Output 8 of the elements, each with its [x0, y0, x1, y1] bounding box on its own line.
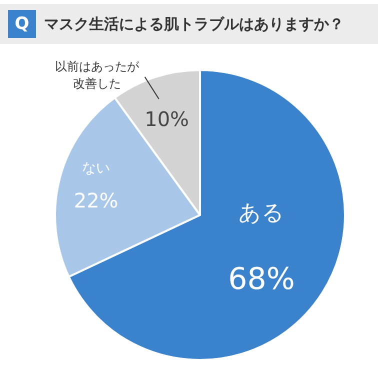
slice-label: 以前はあったが改善した: [54, 59, 140, 90]
slice-label: ある: [238, 201, 285, 226]
text: Q: [14, 14, 30, 34]
data-label: 68%: [228, 262, 295, 298]
slice-label: ない: [82, 160, 110, 176]
chart-title: マスク生活による肌トラブルはありますか？: [44, 15, 344, 33]
data-label: 10%: [144, 106, 190, 131]
data-label: 22%: [74, 188, 118, 212]
